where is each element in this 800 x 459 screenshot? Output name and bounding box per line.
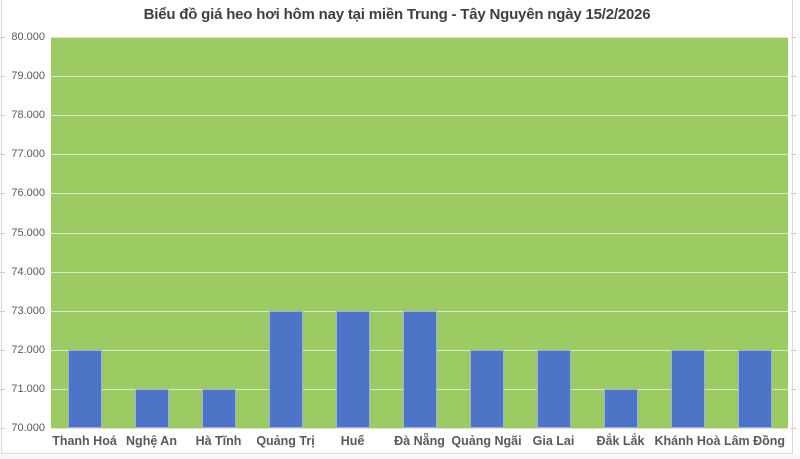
axis-minor-tick (791, 350, 796, 351)
bar-Đắk Lắk (604, 389, 638, 428)
chart-bottom-strip (0, 455, 800, 459)
bar-Khánh Hoà (671, 350, 705, 428)
x-axis-tick-label: Đà Nẵng (394, 434, 445, 448)
y-axis-tick-label: 76.000 (11, 187, 45, 200)
bar-Đà Nẵng (403, 311, 437, 428)
axis-minor-tick (0, 272, 5, 273)
gridline (51, 115, 788, 116)
y-axis-tick-label: 72.000 (11, 343, 45, 356)
y-axis-tick-label: 75.000 (11, 226, 45, 239)
axis-minor-tick (791, 37, 796, 38)
x-axis-tick-label: Đắk Lắk (596, 434, 645, 448)
x-axis-tick-label: Thanh Hoá (52, 434, 117, 448)
axis-minor-tick (0, 76, 5, 77)
axis-minor-tick (0, 37, 5, 38)
y-axis-tick-label: 78.000 (11, 109, 45, 122)
y-axis-tick-label: 71.000 (11, 382, 45, 395)
bar-Gia Lai (537, 350, 571, 428)
axis-minor-tick (791, 428, 796, 429)
axis-minor-tick (791, 193, 796, 194)
axis-minor-tick (0, 154, 5, 155)
x-axis-tick-label: Hà Tĩnh (195, 434, 242, 448)
axis-minor-tick (791, 115, 796, 116)
bar-Hà Tĩnh (202, 389, 236, 428)
y-axis-tick-label: 77.000 (11, 148, 45, 161)
y-axis-tick-label: 73.000 (11, 304, 45, 317)
axis-minor-tick (0, 350, 5, 351)
y-axis-tick-label: 70.000 (11, 422, 45, 434)
bar-Lâm Đồng (738, 350, 772, 428)
gridline (51, 428, 788, 429)
axis-minor-tick (791, 272, 796, 273)
gridline (51, 154, 788, 155)
axis-minor-tick (791, 76, 796, 77)
gridline (51, 193, 788, 194)
x-axis-tick-label: Huế (340, 434, 365, 448)
y-axis-tick-label: 80.000 (11, 31, 45, 43)
gridline (51, 76, 788, 77)
x-axis-tick-label: Khánh Hoà (654, 434, 721, 448)
chart-title: Biểu đồ giá heo hơi hôm nay tại miền Tru… (143, 6, 651, 23)
x-axis-tick-label: Nghệ An (126, 434, 177, 448)
axis-minor-tick (791, 311, 796, 312)
axis-minor-tick (0, 115, 5, 116)
x-axis-tick-label: Quảng Ngãi (451, 434, 522, 448)
gridline (51, 272, 788, 273)
bar-Nghệ An (135, 389, 169, 428)
bar-Quảng Ngãi (470, 350, 504, 428)
axis-minor-tick (0, 311, 5, 312)
bar-Huế (336, 311, 370, 428)
axis-minor-tick (791, 233, 796, 234)
plot-area (51, 37, 788, 429)
axis-minor-tick (791, 389, 796, 390)
x-axis-tick-label: Quảng Trị (256, 434, 315, 448)
axis-minor-tick (0, 428, 5, 429)
axis-minor-tick (791, 154, 796, 155)
axis-minor-tick (0, 233, 5, 234)
axis-minor-tick (0, 193, 5, 194)
x-axis-tick-label: Gia Lai (532, 434, 575, 448)
bar-Quảng Trị (269, 311, 303, 428)
gridline (51, 233, 788, 234)
gridline (51, 37, 788, 38)
x-axis-tick-label: Lâm Đồng (723, 434, 786, 448)
y-axis-tick-label: 79.000 (11, 70, 45, 83)
bar-Thanh Hoá (68, 350, 102, 428)
y-axis-tick-label: 74.000 (11, 265, 45, 278)
axis-minor-tick (0, 389, 5, 390)
